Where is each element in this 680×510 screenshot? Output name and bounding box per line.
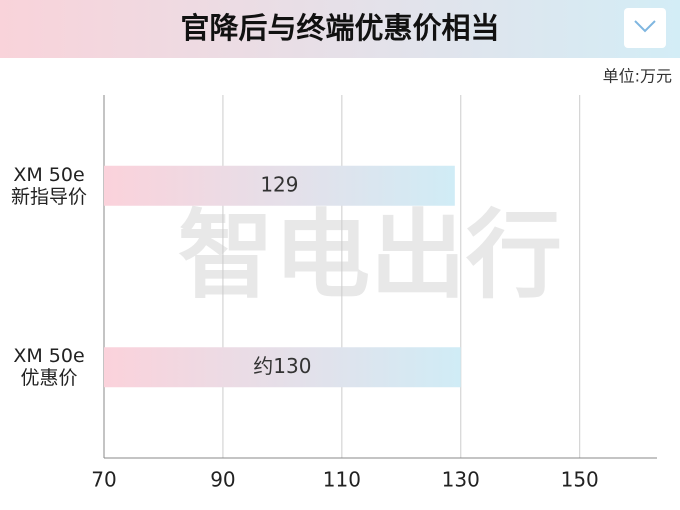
watermark: 智电出行 [178,199,562,311]
title-banner [0,0,680,58]
x-tick-label: 90 [210,468,235,492]
chart-title: 官降后与终端优惠价相当 [180,11,499,45]
y-tick-label: XM 50e 新指导价 [10,163,87,208]
value-label: 约130 [253,354,311,378]
unit-label: 单位:万元 [603,67,672,86]
y-tick-label: XM 50e 优惠价 [13,345,85,390]
value-label: 129 [260,172,298,196]
x-tick-label: 110 [323,468,361,492]
bar [104,347,461,388]
bar [104,165,455,206]
x-tick-label: 150 [561,468,599,492]
x-tick-label: 70 [91,468,116,492]
x-tick-label: 130 [442,468,480,492]
collapse-button[interactable] [624,8,666,48]
